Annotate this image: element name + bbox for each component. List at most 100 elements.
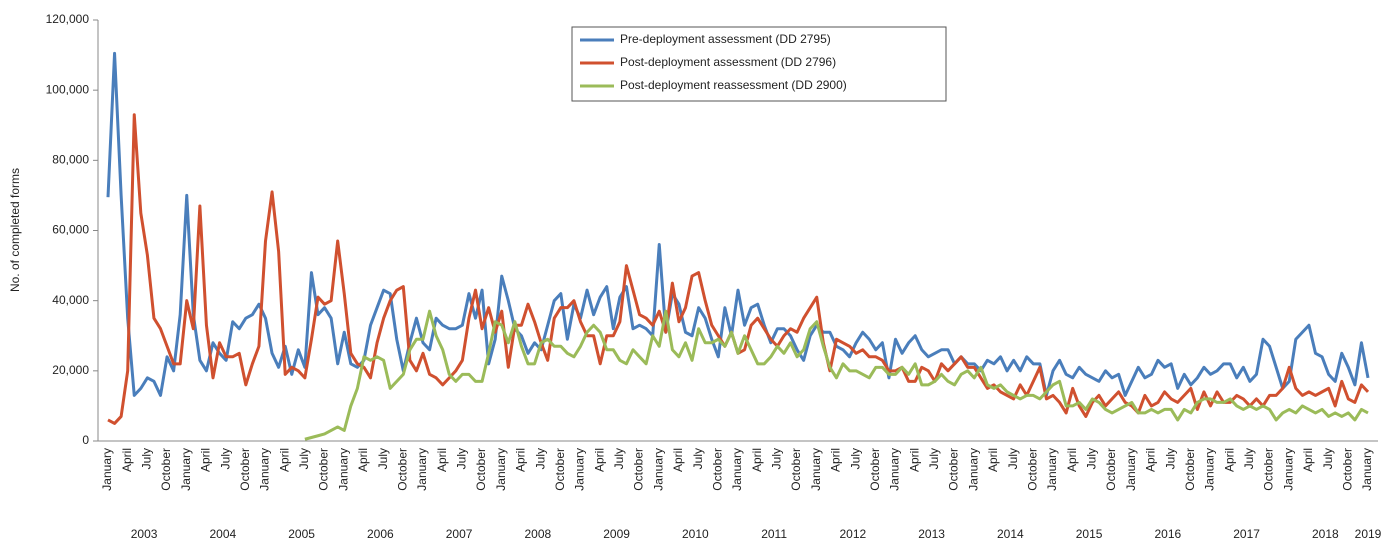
x-tick-label: July <box>1163 448 1177 469</box>
x-tick-label: January <box>1203 448 1217 491</box>
x-tick-label: July <box>927 448 941 469</box>
x-tick-label: October <box>553 448 567 491</box>
legend-box <box>571 26 947 102</box>
x-tick-label: January <box>100 448 114 491</box>
x-tick-label: April <box>120 448 134 472</box>
x-tick-label: July <box>455 448 469 469</box>
year-label: 2013 <box>918 527 945 541</box>
y-tick-label: 100,000 <box>46 82 90 96</box>
x-tick-label: July <box>1006 448 1020 469</box>
legend-label: Pre-deployment assessment (DD 2795) <box>620 32 831 46</box>
year-label: 2009 <box>603 527 630 541</box>
x-tick-label: October <box>632 448 646 491</box>
series-line <box>106 51 1370 397</box>
x-tick-label: April <box>986 448 1000 472</box>
legend: Pre-deployment assessment (DD 2795) Post-… <box>571 26 947 102</box>
x-tick-label: January <box>888 448 902 491</box>
x-tick-label: January <box>651 448 665 491</box>
x-tick-label: April <box>1144 448 1158 472</box>
x-tick-label: October <box>1104 448 1118 491</box>
x-tick-label: October <box>1340 448 1354 491</box>
x-tick-label: July <box>612 448 626 469</box>
year-label: 2019 <box>1355 527 1382 541</box>
x-tick-label: January <box>809 448 823 491</box>
x-tick-label: April <box>907 448 921 472</box>
x-tick-label: October <box>1262 448 1276 491</box>
series-line <box>107 113 1370 425</box>
year-label: 2006 <box>367 527 394 541</box>
x-tick-label: January <box>966 448 980 491</box>
x-tick-label: January <box>494 448 508 491</box>
x-tick-label: July <box>533 448 547 469</box>
x-tick-label: January <box>1281 448 1295 491</box>
year-label: 2005 <box>288 527 315 541</box>
x-tick-label: January <box>336 448 350 491</box>
x-tick-label: July <box>1085 448 1099 469</box>
x-tick-label: July <box>218 448 232 469</box>
x-tick-label: July <box>297 448 311 469</box>
x-tick-label: April <box>1301 448 1315 472</box>
x-tick-label: April <box>829 448 843 472</box>
x-tick-label: July <box>140 448 154 469</box>
x-tick-label: October <box>238 448 252 491</box>
y-tick-label: 0 <box>82 433 89 447</box>
x-tick-label: January <box>1045 448 1059 491</box>
year-label: 2008 <box>524 527 551 541</box>
year-label: 2011 <box>761 527 787 541</box>
x-tick-label: October <box>159 448 173 491</box>
x-tick-label: April <box>750 448 764 472</box>
x-tick-label: October <box>395 448 409 491</box>
year-label: 2016 <box>1154 527 1181 541</box>
x-tick-label: January <box>258 448 272 491</box>
x-tick-label: April <box>199 448 213 472</box>
x-tick-label: July <box>770 448 784 469</box>
x-tick-label: January <box>415 448 429 491</box>
year-label: 2004 <box>209 527 236 541</box>
x-tick-label: October <box>474 448 488 491</box>
year-label: 2003 <box>131 527 158 541</box>
y-axis-label: No. of completed forms <box>8 168 22 292</box>
x-tick-label: January <box>179 448 193 491</box>
x-tick-label: October <box>1025 448 1039 491</box>
x-tick-label: January <box>573 448 587 491</box>
year-label: 2018 <box>1312 527 1339 541</box>
x-tick-label: April <box>277 448 291 472</box>
x-tick-label: April <box>671 448 685 472</box>
year-label: 2010 <box>682 527 709 541</box>
y-tick-label: 80,000 <box>52 153 89 167</box>
x-tick-label: January <box>1124 448 1138 491</box>
x-tick-label: July <box>1321 448 1335 469</box>
x-tick-label: July <box>1242 448 1256 469</box>
x-tick-label: October <box>1183 448 1197 491</box>
x-tick-label: October <box>868 448 882 491</box>
x-tick-label: April <box>435 448 449 472</box>
legend-label: Post-deployment assessment (DD 2796) <box>620 55 836 69</box>
x-tick-label: October <box>789 448 803 491</box>
x-tick-label: April <box>356 448 370 472</box>
x-tick-label: January <box>1360 448 1374 491</box>
year-label: 2012 <box>839 527 866 541</box>
x-tick-label: January <box>730 448 744 491</box>
x-tick-label: July <box>376 448 390 469</box>
x-tick-label: April <box>1065 448 1079 472</box>
series-line <box>304 309 1369 441</box>
legend-label: Post-deployment reassessment (DD 2900) <box>620 78 847 92</box>
y-tick-label: 20,000 <box>52 363 89 377</box>
x-tick-label: April <box>592 448 606 472</box>
y-tick-label: 120,000 <box>46 12 90 26</box>
x-tick-label: October <box>317 448 331 491</box>
x-tick-label: April <box>514 448 528 472</box>
y-tick-label: 40,000 <box>52 293 89 307</box>
year-label: 2007 <box>446 527 473 541</box>
year-label: 2014 <box>997 527 1024 541</box>
x-tick-label: July <box>848 448 862 469</box>
year-label: 2015 <box>1076 527 1103 541</box>
x-tick-label: October <box>947 448 961 491</box>
year-label: 2017 <box>1233 527 1260 541</box>
x-tick-label: July <box>691 448 705 469</box>
x-tick-label: October <box>710 448 724 491</box>
y-tick-label: 60,000 <box>52 223 89 237</box>
x-tick-label: April <box>1222 448 1236 472</box>
